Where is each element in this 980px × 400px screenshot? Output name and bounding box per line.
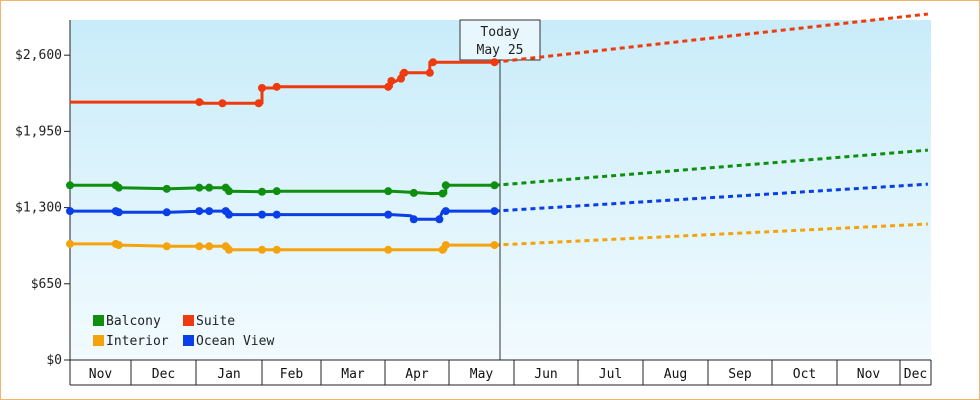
data-point-interior	[66, 239, 74, 248]
data-point-ocean-view	[195, 207, 204, 216]
data-point-balcony	[66, 181, 74, 190]
y-tick-label: $1,950	[15, 124, 62, 139]
data-point-interior	[114, 241, 123, 250]
data-point-suite	[272, 82, 281, 91]
data-point-balcony	[272, 187, 281, 196]
forecast-line-suite	[494, 12, 929, 64]
data-point-balcony	[258, 187, 266, 196]
y-tick-label: $650	[31, 277, 62, 292]
today-label: Today	[480, 25, 519, 40]
data-point-ocean-view	[225, 210, 233, 219]
data-point-suite	[195, 98, 204, 107]
month-band	[70, 361, 931, 385]
legend-label-balcony: Balcony	[106, 314, 161, 329]
data-point-balcony	[490, 181, 499, 190]
month-label: Mar	[341, 367, 365, 382]
y-tick-label: $0	[46, 353, 62, 368]
y-tick-label: $2,600	[15, 48, 62, 63]
legend-label-suite: Suite	[196, 314, 235, 329]
legend-swatch-suite	[183, 315, 194, 326]
data-point-balcony	[162, 184, 171, 193]
data-point-suite	[397, 74, 405, 83]
data-point-ocean-view	[490, 207, 499, 216]
data-point-interior	[225, 245, 233, 254]
data-point-ocean-view	[441, 207, 450, 216]
data-point-ocean-view	[162, 208, 171, 217]
legend-label-interior: Interior	[106, 334, 169, 349]
month-label: Nov	[89, 367, 113, 382]
data-point-ocean-view	[409, 215, 418, 224]
data-point-balcony	[225, 187, 233, 196]
month-label: Dec	[152, 367, 175, 382]
data-point-suite	[258, 84, 266, 92]
data-point-interior	[441, 241, 450, 250]
data-point-interior	[205, 242, 214, 251]
month-label: Sep	[728, 367, 752, 382]
month-label: May	[470, 367, 494, 382]
today-date: May 25	[477, 43, 524, 58]
data-point-suite	[254, 99, 263, 108]
month-label: Jan	[217, 367, 240, 382]
data-point-interior	[272, 245, 281, 254]
data-point-balcony	[438, 189, 447, 198]
forecast-line-balcony	[494, 148, 929, 187]
data-point-balcony	[409, 188, 418, 197]
month-label: Jul	[599, 367, 622, 382]
month-label: Feb	[280, 367, 304, 382]
data-point-suite	[429, 58, 437, 67]
data-point-ocean-view	[272, 210, 281, 219]
data-point-suite	[490, 58, 499, 67]
data-point-balcony	[205, 183, 214, 192]
legend-label-ocean-view: Ocean View	[196, 334, 274, 349]
legend-swatch-ocean-view	[183, 335, 194, 346]
month-label: Dec	[904, 367, 927, 382]
data-point-ocean-view	[205, 207, 214, 216]
data-point-balcony	[384, 187, 393, 196]
month-label: Aug	[664, 367, 687, 382]
data-point-suite	[387, 76, 396, 85]
data-point-suite	[218, 99, 227, 108]
y-tick-label: $1,300	[15, 201, 62, 216]
month-label: Jun	[534, 367, 557, 382]
month-label: Nov	[857, 367, 881, 382]
data-point-ocean-view	[435, 215, 444, 224]
data-point-interior	[490, 241, 499, 250]
data-point-ocean-view	[258, 210, 266, 219]
data-point-ocean-view	[114, 208, 123, 217]
forecast-line-ocean-view	[494, 182, 928, 213]
data-point-interior	[384, 245, 393, 254]
data-point-balcony	[114, 183, 123, 192]
month-label: Oct	[793, 367, 816, 382]
legend-swatch-interior	[93, 335, 104, 346]
data-point-ocean-view	[384, 210, 393, 219]
data-point-ocean-view	[66, 207, 74, 216]
today-box	[459, 19, 541, 61]
data-point-interior	[162, 242, 171, 251]
data-point-balcony	[441, 181, 450, 190]
data-point-suite	[400, 68, 409, 77]
data-point-interior	[258, 245, 266, 254]
legend-swatch-balcony	[93, 315, 104, 326]
legend: Balcony Suite Interior Ocean View	[93, 314, 274, 349]
data-point-suite	[384, 82, 393, 91]
data-point-balcony	[195, 183, 204, 192]
data-point-interior	[195, 242, 204, 251]
forecast-line-interior	[494, 222, 928, 247]
month-label: Apr	[405, 367, 429, 382]
data-point-suite	[425, 68, 434, 77]
